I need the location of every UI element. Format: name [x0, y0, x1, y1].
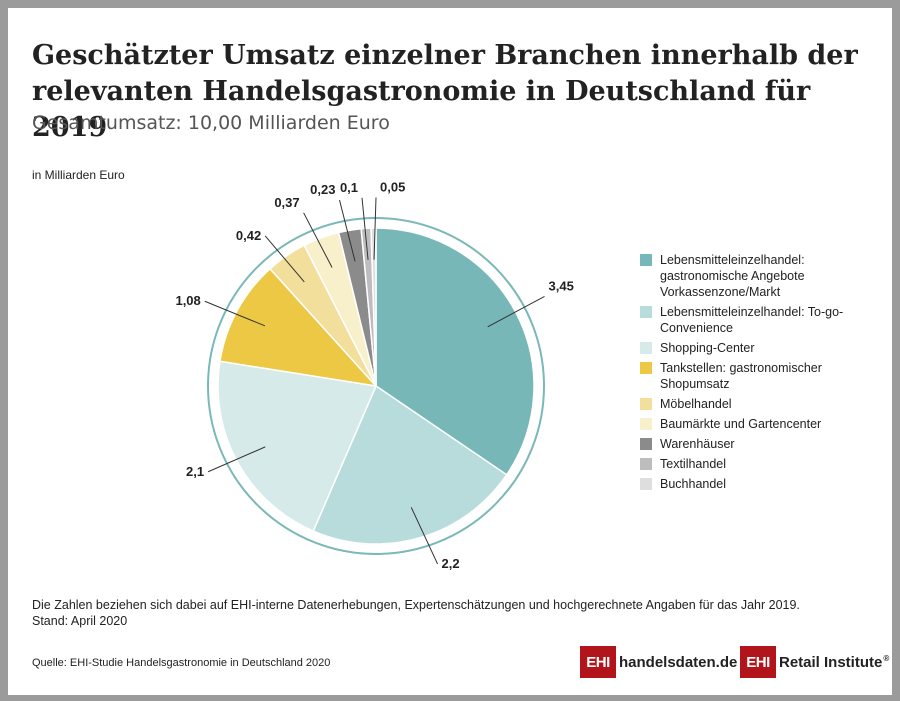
handelsdaten-logo-text: handelsdaten.de	[619, 653, 738, 671]
legend-item-8: Textilhandel	[640, 456, 880, 472]
legend-label: Möbelhandel	[660, 397, 732, 411]
legend-swatch	[640, 418, 652, 430]
legend-label: Warenhäuser	[660, 437, 735, 451]
retail-institute-logo[interactable]: EHI Retail Institute®	[740, 646, 889, 678]
data-label-9: 0,05	[380, 180, 405, 195]
legend-label: Lebensmitteleinzelhandel: To-go-Convenie…	[660, 305, 844, 335]
data-label-3: 2,1	[186, 464, 204, 479]
footnote-line-1: Die Zahlen beziehen sich dabei auf EHI-i…	[32, 598, 800, 612]
legend-item-5: Möbelhandel	[640, 396, 880, 412]
pie-slice-2	[312, 384, 508, 545]
legend-swatch	[640, 306, 652, 318]
pie-chart: 3,45 2,2 2,1 1,08 0,42 0,37 0,23 0,1 0,05	[175, 180, 574, 571]
legend: Lebensmitteleinzelhandel: gastronomische…	[640, 252, 880, 496]
leader-line-2	[410, 507, 439, 565]
footnote-line-2: Stand: April 2020	[32, 614, 128, 628]
registered-mark: ®	[883, 653, 890, 663]
legend-label: Buchhandel	[660, 477, 727, 491]
legend-swatch	[640, 254, 652, 266]
unit-label: in Milliarden Euro	[32, 168, 125, 182]
chart-subtitle: Gesamtumsatz: 10,00 Milliarden Euro	[32, 112, 390, 134]
legend-label: Shopping-Center	[660, 341, 755, 355]
legend-swatch	[640, 478, 652, 490]
pie-slice-3	[217, 360, 378, 532]
retail-institute-logo-label: Retail Institute®	[779, 654, 889, 671]
retail-institute-logo-text: Retail Institute	[779, 653, 883, 671]
pie-slice-4	[219, 267, 378, 388]
data-label-2: 2,2	[442, 556, 460, 571]
handelsdaten-logo-mark: EHI	[580, 646, 616, 678]
leader-line-3	[207, 446, 266, 473]
legend-swatch	[640, 438, 652, 450]
leader-line-4	[204, 300, 266, 327]
legend-swatch	[640, 458, 652, 470]
leader-line-5	[264, 235, 305, 283]
legend-swatch	[640, 362, 652, 374]
data-label-5: 0,42	[236, 228, 261, 243]
chart-title: Geschätzter Umsatz einzelner Branchen in…	[32, 40, 858, 143]
legend-item-1: Lebensmitteleinzelhandel: gastronomische…	[640, 252, 880, 300]
legend-swatch	[640, 342, 652, 354]
pie-outer-ring	[207, 217, 545, 555]
data-label-4: 1,08	[175, 293, 200, 308]
data-label-8: 0,1	[340, 180, 358, 195]
legend-item-3: Shopping-Center	[640, 340, 880, 356]
legend-label: Textilhandel	[660, 457, 727, 471]
data-label-1: 3,45	[549, 278, 574, 293]
legend-item-4: Tankstellen: gastronomischer Shopumsatz	[640, 360, 880, 392]
leader-line-6	[303, 212, 333, 268]
retail-institute-logo-mark: EHI	[740, 646, 776, 678]
legend-item-6: Baumärkte und Gartencenter	[640, 416, 880, 432]
leader-line-8	[361, 197, 369, 260]
chart-card: Geschätzter Umsatz einzelner Branchen in…	[8, 8, 892, 695]
legend-item-2: Lebensmitteleinzelhandel: To-go-Convenie…	[640, 304, 880, 336]
legend-label: Baumärkte und Gartencenter	[660, 417, 822, 431]
leader-line-1	[487, 295, 545, 328]
pie-slice-9	[370, 227, 377, 387]
legend-label: Tankstellen: gastronomischer Shopumsatz	[660, 361, 822, 391]
source-note: Quelle: EHI-Studie Handelsgastronomie in…	[32, 657, 331, 669]
handelsdaten-logo[interactable]: EHI handelsdaten.de	[580, 646, 737, 678]
legend-item-9: Buchhandel	[640, 476, 880, 492]
leader-line-7	[339, 199, 356, 262]
legend-swatch	[640, 398, 652, 410]
legend-item-7: Warenhäuser	[640, 436, 880, 452]
legend-label: Lebensmitteleinzelhandel: gastronomische…	[660, 253, 805, 299]
data-label-6: 0,37	[274, 195, 299, 210]
data-label-7: 0,23	[310, 182, 335, 197]
leader-line-9	[373, 197, 377, 260]
footnote: Die Zahlen beziehen sich dabei auf EHI-i…	[32, 597, 872, 629]
